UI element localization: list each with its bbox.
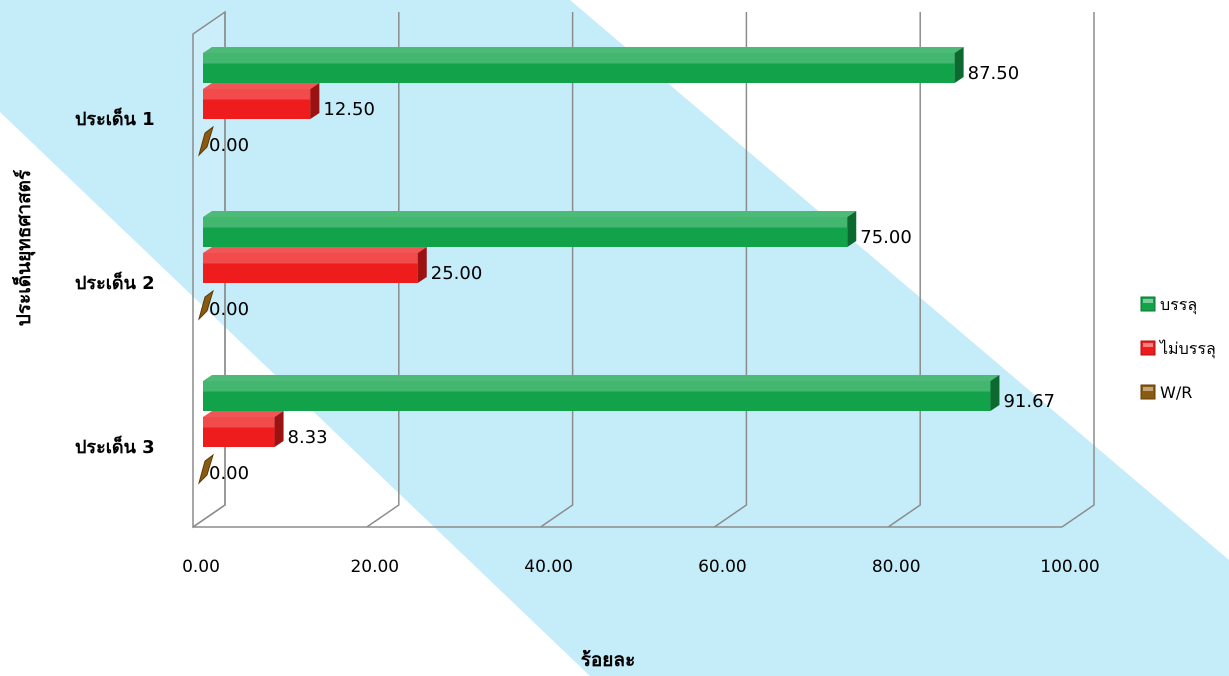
data-label: 0.00	[209, 463, 249, 484]
gridline	[887, 12, 921, 528]
bar-top	[203, 247, 427, 253]
bar-side	[417, 247, 427, 283]
bar-3-1	[198, 125, 214, 157]
x-tick-label: 40.00	[524, 557, 573, 577]
bar-2-3	[203, 411, 284, 447]
gridline	[713, 12, 748, 528]
gridline	[540, 12, 574, 528]
bar-highlight	[203, 253, 418, 264]
bar-highlight	[203, 417, 275, 428]
data-label: 0.00	[209, 135, 249, 156]
category-label: ประเด็น 3	[75, 435, 155, 458]
bar-side	[954, 47, 964, 83]
bars	[198, 47, 1000, 485]
data-label: 87.50	[968, 63, 1020, 84]
bar-1-1	[203, 47, 964, 83]
bar-top	[203, 47, 964, 53]
legend-item: บรรลุ	[1140, 295, 1197, 315]
legend-swatch-shine	[1143, 299, 1153, 303]
legend-swatch-shine	[1143, 387, 1153, 391]
data-label: 75.00	[860, 227, 912, 248]
data-label: 91.67	[1003, 391, 1055, 412]
legend: บรรลุไม่บรรลุ W/R	[1140, 295, 1216, 402]
bar-2-1	[203, 83, 320, 119]
bar-stub	[198, 125, 214, 157]
legend-label: บรรลุ	[1160, 295, 1197, 315]
bar-highlight	[203, 217, 848, 228]
x-axis-ticks: 0.00 20.00 40.00 60.00 80.00 100.00	[182, 557, 1100, 577]
legend-item: ไม่บรรลุ	[1140, 339, 1216, 359]
gridline	[1061, 12, 1095, 528]
x-tick-label: 100.00	[1040, 557, 1099, 577]
bar-2-2	[203, 247, 427, 283]
bar-top	[203, 375, 1000, 381]
bar-highlight	[203, 381, 991, 392]
gridline	[366, 12, 400, 528]
y-axis-title: ประเด็นยุทธศาสตร์	[11, 169, 36, 326]
bar-3-2	[198, 289, 214, 321]
x-tick-label: 80.00	[872, 557, 921, 577]
y-axis-categories: ประเด็น 1 ประเด็น 2 ประเด็น 3	[75, 107, 155, 458]
x-axis-title: ร้อยละ	[581, 649, 636, 671]
legend-label: ไม่บรรลุ	[1158, 339, 1216, 359]
data-label: 8.33	[288, 427, 328, 448]
gridline	[192, 12, 226, 528]
x-tick-label: 60.00	[698, 557, 747, 577]
bar-side	[310, 83, 320, 119]
bar-side	[847, 211, 857, 247]
bar-side	[274, 411, 284, 447]
bar-top	[203, 211, 857, 217]
data-label: 12.50	[323, 99, 375, 120]
bar-side	[990, 375, 1000, 411]
bar-1-2	[203, 211, 857, 247]
legend-item: W/R	[1140, 383, 1192, 402]
data-label: 0.00	[209, 299, 249, 320]
category-label: ประเด็น 1	[75, 107, 155, 130]
bar-3-3	[198, 453, 214, 485]
category-label: ประเด็น 2	[75, 271, 155, 294]
bar-1-3	[203, 375, 1000, 411]
bar-top	[203, 83, 320, 89]
x-tick-label: 20.00	[350, 557, 399, 577]
bar-top	[203, 411, 284, 417]
bar-highlight	[203, 89, 311, 100]
data-label: 25.00	[431, 263, 483, 284]
bar-highlight	[203, 53, 955, 64]
bar-stub	[198, 453, 214, 485]
data-labels: 87.50 12.50 0.00 75.00 25.00 0.00 91.67 8.33 0.0…	[209, 63, 1055, 484]
x-tick-label: 0.00	[182, 557, 220, 577]
legend-label: W/R	[1160, 383, 1192, 402]
legend-swatch-shine	[1143, 343, 1153, 347]
bar-stub	[198, 289, 214, 321]
